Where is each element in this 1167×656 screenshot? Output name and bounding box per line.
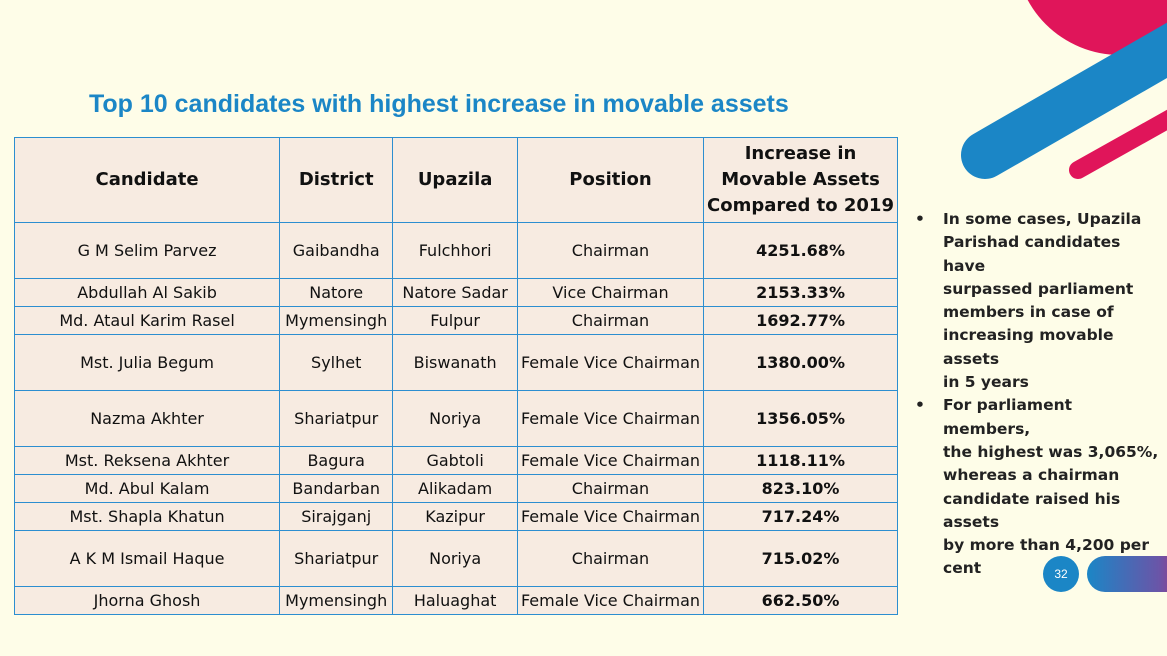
cell-increase: 1356.05% bbox=[703, 390, 898, 447]
cell-upazila: Fulpur bbox=[392, 306, 518, 335]
header-increase: Increase in Movable Assets Compared to 2… bbox=[703, 137, 898, 223]
cell-position: Vice Chairman bbox=[516, 278, 705, 307]
note-line: whereas a chairman bbox=[943, 466, 1120, 485]
bullet-icon: • bbox=[915, 396, 925, 415]
header-district: District bbox=[279, 137, 394, 223]
note-line: in 5 years bbox=[943, 373, 1029, 392]
cell-candidate: Mst. Julia Begum bbox=[13, 334, 281, 391]
cell-increase: 1380.00% bbox=[703, 334, 898, 391]
note-item: • For parliament members, the highest wa… bbox=[915, 394, 1160, 580]
cell-increase: 717.24% bbox=[703, 502, 898, 531]
cell-candidate: Jhorna Ghosh bbox=[13, 586, 281, 615]
cell-candidate: Mst. Reksena Akhter bbox=[13, 446, 281, 475]
cell-district: Sylhet bbox=[279, 334, 394, 391]
note-line: members in case of bbox=[943, 303, 1114, 322]
cell-district: Shariatpur bbox=[279, 390, 394, 447]
cell-increase: 823.10% bbox=[703, 474, 898, 503]
bullet-icon: • bbox=[915, 210, 925, 228]
cell-upazila: Biswanath bbox=[392, 334, 518, 391]
cell-district: Gaibandha bbox=[279, 222, 394, 279]
note-item: • In some cases, Upazila Parishad candid… bbox=[915, 208, 1160, 394]
cell-upazila: Natore Sadar bbox=[392, 278, 518, 307]
cell-candidate: G M Selim Parvez bbox=[13, 222, 281, 279]
cell-position: Female Vice Chairman bbox=[516, 390, 705, 447]
note-line: In some cases, Upazila bbox=[943, 210, 1142, 228]
cell-upazila: Noriya bbox=[392, 530, 518, 587]
table-header-row: Candidate District Upazila Position Incr… bbox=[13, 137, 898, 223]
note-line: increasing movable assets bbox=[943, 326, 1114, 368]
note-line: the highest was 3,065%, bbox=[943, 442, 1159, 461]
cell-district: Mymensingh bbox=[279, 586, 394, 615]
table-row: G M Selim Parvez Gaibandha Fulchhori Cha… bbox=[13, 222, 898, 279]
decorative-pink-band bbox=[1069, 109, 1167, 179]
header-increase-line1: Increase in bbox=[744, 143, 857, 164]
table-row: Md. Ataul Karim Rasel Mymensingh Fulpur … bbox=[13, 306, 898, 335]
cell-increase: 1692.77% bbox=[703, 306, 898, 335]
cell-increase: 662.50% bbox=[703, 586, 898, 615]
table-row: Jhorna Ghosh Mymensingh Haluaghat Female… bbox=[13, 586, 898, 615]
cell-candidate: Mst. Shapla Khatun bbox=[13, 502, 281, 531]
cell-increase: 1118.11% bbox=[703, 446, 898, 475]
cell-position: Female Vice Chairman bbox=[516, 446, 705, 475]
cell-position: Chairman bbox=[516, 222, 705, 279]
note-line: candidate raised his assets bbox=[943, 489, 1121, 531]
decorative-blue-band bbox=[961, 22, 1167, 179]
cell-upazila: Gabtoli bbox=[392, 446, 518, 475]
cell-candidate: Md. Ataul Karim Rasel bbox=[13, 306, 281, 335]
cell-district: Mymensingh bbox=[279, 306, 394, 335]
header-increase-line3: Compared to 2019 bbox=[707, 195, 894, 216]
decorative-gradient-pill bbox=[1087, 556, 1167, 592]
note-line: For parliament members, bbox=[943, 396, 1073, 438]
cell-position: Chairman bbox=[516, 306, 705, 335]
header-candidate: Candidate bbox=[13, 137, 281, 223]
note-line: cent bbox=[943, 559, 982, 578]
cell-upazila: Fulchhori bbox=[392, 222, 518, 279]
cell-candidate: A K M Ismail Haque bbox=[13, 530, 281, 587]
table-row: Abdullah Al Sakib Natore Natore Sadar Vi… bbox=[13, 278, 898, 307]
cell-position: Female Vice Chairman bbox=[516, 502, 705, 531]
cell-candidate: Abdullah Al Sakib bbox=[13, 278, 281, 307]
notes-list: • In some cases, Upazila Parishad candid… bbox=[915, 208, 1160, 581]
assets-table: Candidate District Upazila Position Incr… bbox=[13, 137, 898, 615]
table-row: Md. Abul Kalam Bandarban Alikadam Chairm… bbox=[13, 474, 898, 503]
cell-district: Bagura bbox=[279, 446, 394, 475]
cell-position: Chairman bbox=[516, 474, 705, 503]
table-row: Nazma Akhter Shariatpur Noriya Female Vi… bbox=[13, 390, 898, 447]
cell-position: Female Vice Chairman bbox=[516, 334, 705, 391]
page-number-badge: 32 bbox=[1043, 556, 1079, 592]
cell-candidate: Nazma Akhter bbox=[13, 390, 281, 447]
note-line: surpassed parliament bbox=[943, 279, 1134, 298]
cell-position: Chairman bbox=[516, 530, 705, 587]
note-line: by more than 4,200 per bbox=[943, 536, 1149, 555]
cell-upazila: Kazipur bbox=[392, 502, 518, 531]
table-row: A K M Ismail Haque Shariatpur Noriya Cha… bbox=[13, 530, 898, 587]
cell-district: Sirajganj bbox=[279, 502, 394, 531]
header-increase-line2: Movable Assets bbox=[721, 169, 880, 190]
cell-upazila: Alikadam bbox=[392, 474, 518, 503]
page-title: Top 10 candidates with highest increase … bbox=[89, 90, 789, 118]
cell-upazila: Noriya bbox=[392, 390, 518, 447]
table-row: Mst. Julia Begum Sylhet Biswanath Female… bbox=[13, 334, 898, 391]
note-line: Parishad candidates have bbox=[943, 233, 1121, 275]
table-row: Mst. Reksena Akhter Bagura Gabtoli Femal… bbox=[13, 446, 898, 475]
cell-increase: 2153.33% bbox=[703, 278, 898, 307]
header-upazila: Upazila bbox=[392, 137, 518, 223]
cell-increase: 4251.68% bbox=[703, 222, 898, 279]
cell-district: Natore bbox=[279, 278, 394, 307]
table-row: Mst. Shapla Khatun Sirajganj Kazipur Fem… bbox=[13, 502, 898, 531]
cell-district: Shariatpur bbox=[279, 530, 394, 587]
cell-increase: 715.02% bbox=[703, 530, 898, 587]
cell-candidate: Md. Abul Kalam bbox=[13, 474, 281, 503]
cell-district: Bandarban bbox=[279, 474, 394, 503]
cell-upazila: Haluaghat bbox=[392, 586, 518, 615]
cell-position: Female Vice Chairman bbox=[516, 586, 705, 615]
decorative-pink-circle bbox=[1027, 0, 1167, 55]
header-position: Position bbox=[516, 137, 705, 223]
